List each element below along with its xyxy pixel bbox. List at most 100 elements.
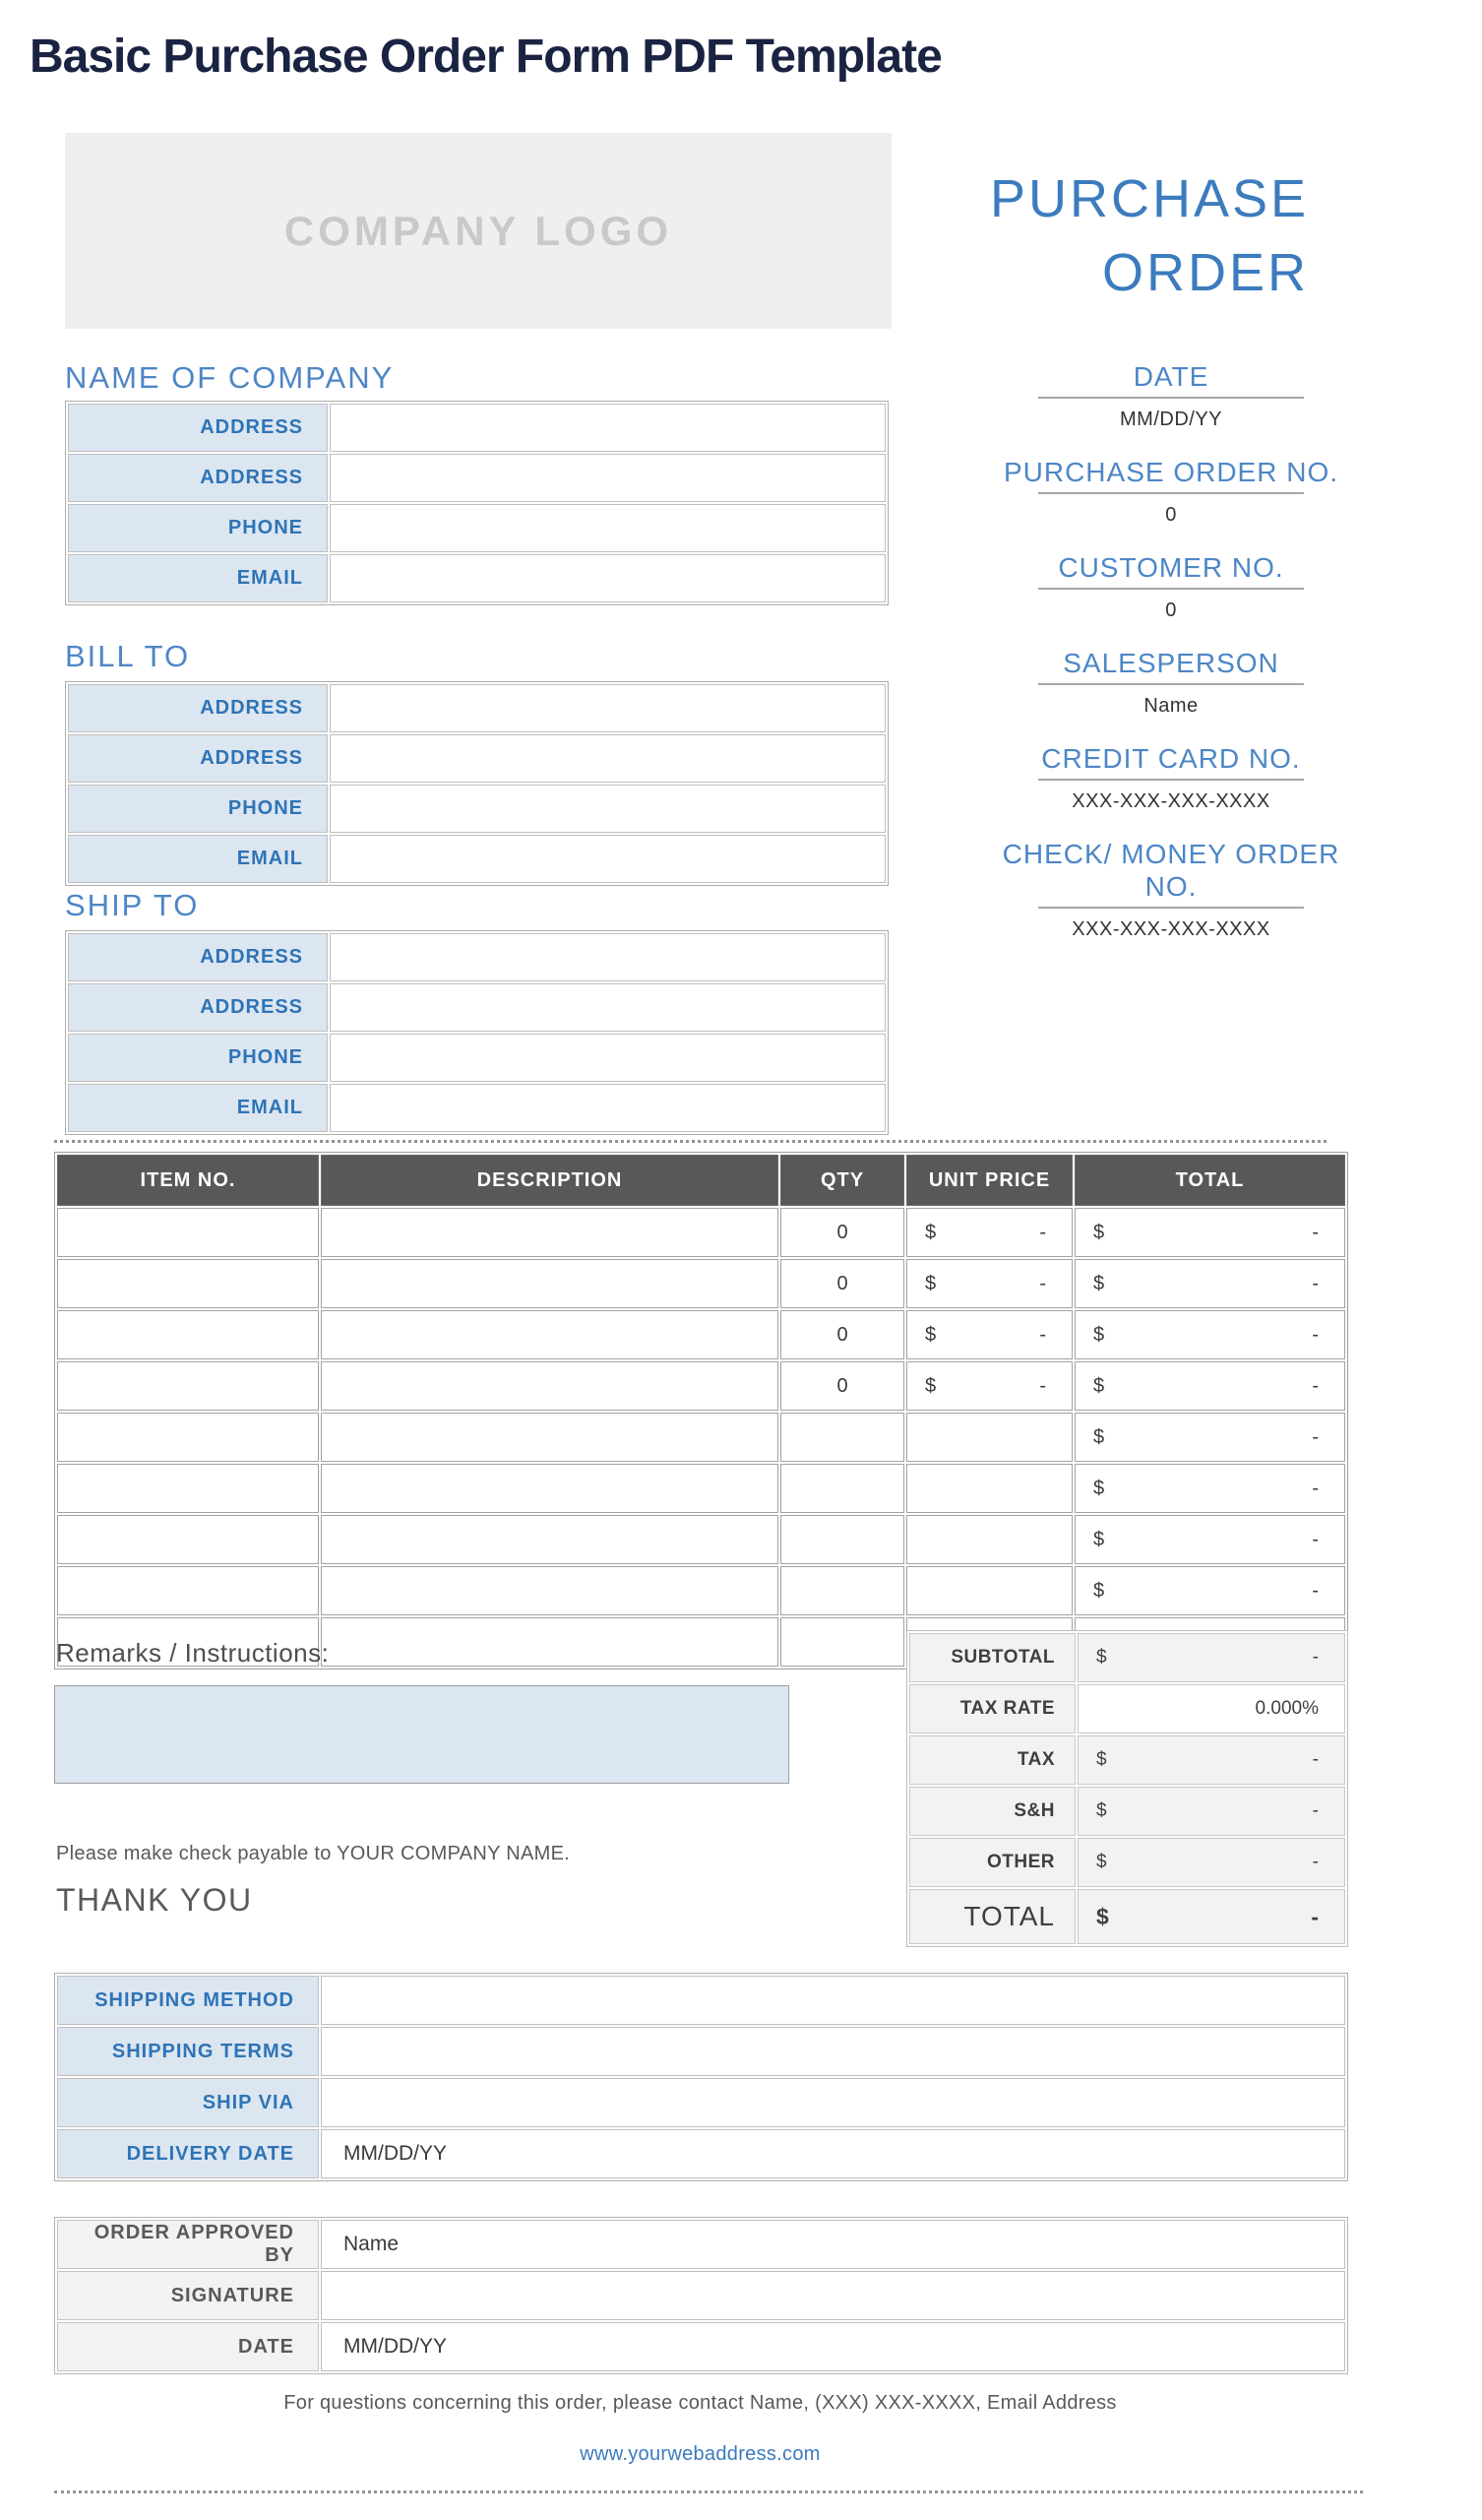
sh-value[interactable]: $ - [1078,1787,1345,1836]
amount: - [1312,1477,1319,1499]
currency-symbol: $ [925,1323,937,1346]
qty-cell[interactable]: 0 [780,1208,904,1257]
currency-symbol: $ [1093,1221,1105,1243]
currency-symbol: $ [925,1221,937,1243]
email-field[interactable] [330,1084,886,1132]
field-label: EMAIL [68,835,328,883]
tax-rate-value[interactable]: 0.000% [1078,1684,1345,1733]
qty-cell[interactable] [780,1617,904,1667]
qty-cell[interactable] [780,1515,904,1564]
sh-row: S&H $ - [909,1787,1345,1836]
table-row: SHIPPING TERMS [57,2027,1345,2076]
signature-field[interactable] [321,2271,1345,2320]
currency-symbol: $ [1093,1374,1105,1397]
table-row: EMAIL [68,1084,886,1132]
shipping-terms-field[interactable] [321,2027,1345,2076]
approval-date-field[interactable]: MM/DD/YY [321,2322,1345,2371]
items-table: ITEM NO. DESCRIPTION QTY UNIT PRICE TOTA… [54,1152,1348,1670]
check-money-order-value[interactable]: XXX-XXX-XXX-XXXX [1072,918,1270,940]
unit-price-cell[interactable] [906,1464,1073,1513]
unit-price-cell[interactable]: $ - [906,1259,1073,1308]
qty-cell[interactable]: 0 [780,1310,904,1359]
field-label: ADDRESS [68,454,328,502]
item-row: $- [57,1515,1345,1564]
item-no-cell[interactable] [57,1361,319,1411]
item-no-cell[interactable] [57,1310,319,1359]
description-cell[interactable] [321,1464,778,1513]
other-value[interactable]: $ - [1078,1838,1345,1887]
grand-total-value: $ - [1078,1889,1345,1944]
customer-number-value[interactable]: 0 [1165,599,1177,621]
other-row: OTHER $ - [909,1838,1345,1887]
field-label: SHIPPING TERMS [57,2027,319,2076]
totals-label: S&H [909,1787,1076,1836]
item-no-cell[interactable] [57,1208,319,1257]
item-no-cell[interactable] [57,1413,319,1462]
email-field[interactable] [330,835,886,883]
salesperson-value[interactable]: Name [1143,695,1199,717]
info-field-underline [1038,779,1304,781]
amount: - [1312,1221,1319,1243]
description-cell[interactable] [321,1515,778,1564]
table-row: SHIP VIA [57,2078,1345,2127]
footer-contact-note: For questions concerning this order, ple… [283,2392,1117,2414]
item-row: $- [57,1464,1345,1513]
qty-cell[interactable] [780,1566,904,1615]
po-number-value[interactable]: 0 [1165,504,1177,526]
table-row: SIGNATURE [57,2271,1345,2320]
info-field-date: DATE MM/DD/YY [989,360,1353,431]
qty-cell[interactable] [780,1413,904,1462]
address-field[interactable] [330,983,886,1032]
table-row: ADDRESS [68,684,886,732]
item-no-cell[interactable] [57,1617,319,1667]
phone-field[interactable] [330,785,886,833]
totals-table: SUBTOTAL $ - TAX RATE 0.000% TAX $ - S&H $… [906,1630,1348,1947]
shipping-method-field[interactable] [321,1976,1345,2025]
unit-price-cell[interactable] [906,1566,1073,1615]
item-no-cell[interactable] [57,1566,319,1615]
field-label: EMAIL [68,554,328,602]
subtotal-row: SUBTOTAL $ - [909,1633,1345,1682]
date-value[interactable]: MM/DD/YY [1120,409,1222,430]
credit-card-value[interactable]: XXX-XXX-XXX-XXXX [1072,790,1270,812]
section-heading-bill-to: BILL TO [65,639,191,673]
phone-field[interactable] [330,504,886,552]
address-field[interactable] [330,684,886,732]
description-cell[interactable] [321,1617,778,1667]
description-cell[interactable] [321,1310,778,1359]
qty-cell[interactable]: 0 [780,1361,904,1411]
unit-price-cell[interactable] [906,1515,1073,1564]
phone-field[interactable] [330,1034,886,1082]
delivery-date-field[interactable]: MM/DD/YY [321,2129,1345,2178]
order-approved-by-field[interactable]: Name [321,2220,1345,2269]
address-field[interactable] [330,454,886,502]
remarks-input-box[interactable] [54,1685,789,1784]
address-field[interactable] [330,734,886,783]
unit-price-cell[interactable]: $ - [906,1361,1073,1411]
table-row: SHIPPING METHOD [57,1976,1345,2025]
item-no-cell[interactable] [57,1515,319,1564]
table-row: DELIVERY DATE MM/DD/YY [57,2129,1345,2178]
description-cell[interactable] [321,1361,778,1411]
col-header-description: DESCRIPTION [321,1155,778,1206]
address-field[interactable] [330,404,886,452]
description-cell[interactable] [321,1413,778,1462]
qty-cell[interactable]: 0 [780,1259,904,1308]
email-field[interactable] [330,554,886,602]
description-cell[interactable] [321,1566,778,1615]
unit-price-cell[interactable]: $ - [906,1310,1073,1359]
item-no-cell[interactable] [57,1464,319,1513]
total-cell: $- [1075,1413,1345,1462]
item-no-cell[interactable] [57,1259,319,1308]
description-cell[interactable] [321,1259,778,1308]
currency-symbol: $ [1093,1579,1105,1602]
qty-cell[interactable] [780,1464,904,1513]
address-field[interactable] [330,933,886,981]
unit-price-cell[interactable]: $ - [906,1208,1073,1257]
item-row: $- [57,1413,1345,1462]
description-cell[interactable] [321,1208,778,1257]
unit-price-cell[interactable] [906,1413,1073,1462]
ship-via-field[interactable] [321,2078,1345,2127]
website-link[interactable]: www.yourwebaddress.com [580,2443,821,2465]
